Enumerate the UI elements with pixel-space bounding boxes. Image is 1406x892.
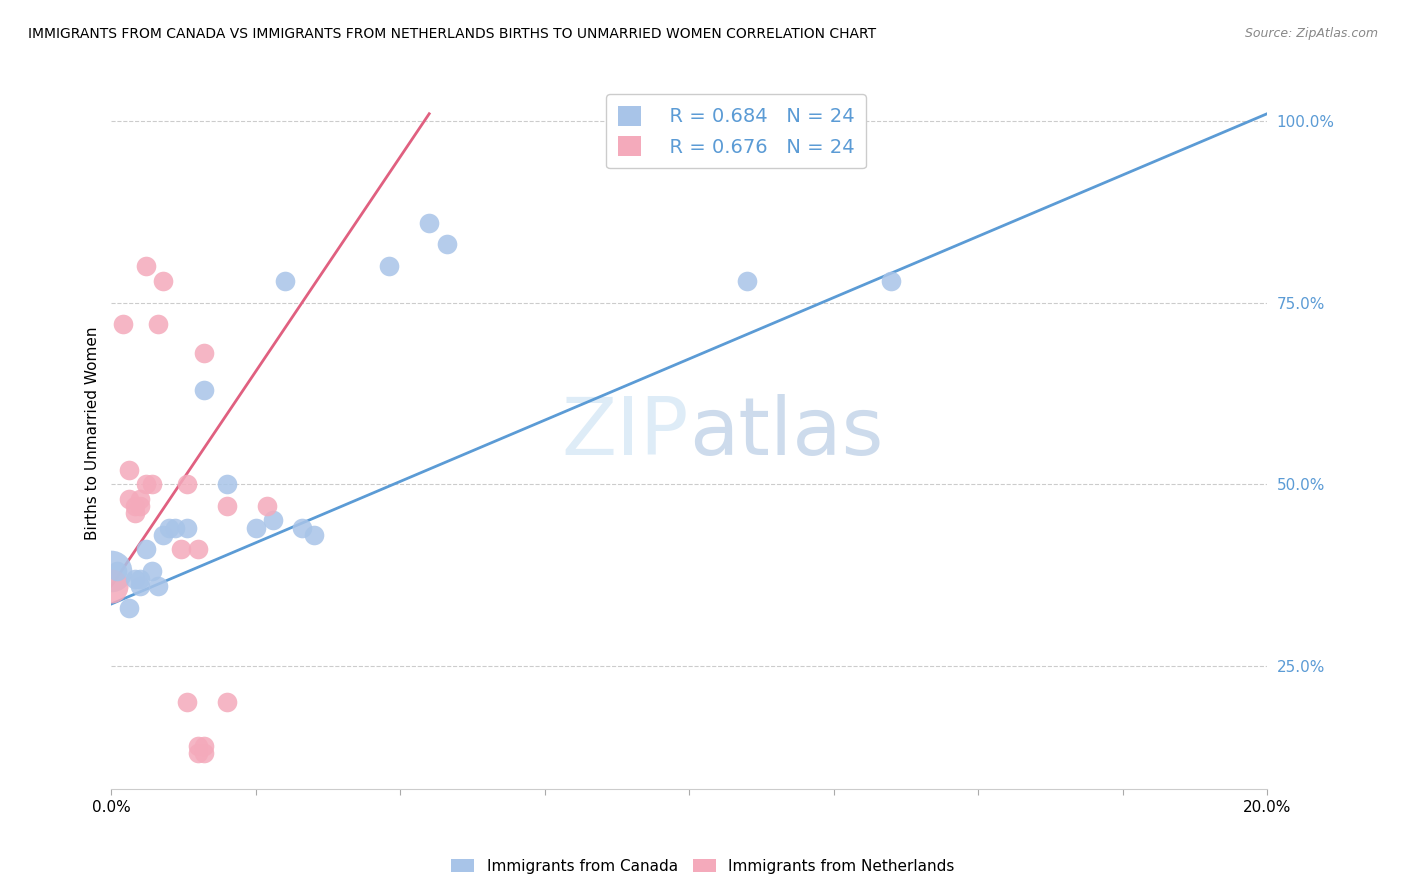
Point (141, 477, 163, 491)
Text: IMMIGRANTS FROM CANADA VS IMMIGRANTS FROM NETHERLANDS BIRTHS TO UNMARRIED WOMEN : IMMIGRANTS FROM CANADA VS IMMIGRANTS FRO… (28, 27, 876, 41)
Point (176, 521, 198, 535)
Point (245, 521, 267, 535)
Legend: Immigrants from Canada, Immigrants from Netherlands: Immigrants from Canada, Immigrants from … (446, 853, 960, 880)
Point (880, 274, 903, 288)
Point (157, 521, 180, 535)
Point (187, 739, 209, 753)
Point (152, 528, 174, 542)
Point (135, 542, 157, 557)
Text: atlas: atlas (689, 394, 883, 472)
Point (176, 695, 198, 709)
Point (124, 499, 146, 513)
Point (215, 695, 238, 709)
Point (187, 746, 209, 760)
Point (170, 542, 193, 557)
Point (193, 346, 215, 360)
Point (105, 564, 128, 578)
Point (135, 259, 157, 273)
Point (302, 528, 325, 542)
Point (193, 739, 215, 753)
Point (152, 274, 174, 288)
Point (418, 216, 440, 230)
Point (124, 572, 146, 586)
Text: ZIP: ZIP (562, 394, 689, 472)
Point (129, 579, 152, 593)
Point (129, 499, 152, 513)
Point (124, 506, 146, 520)
Point (193, 383, 215, 397)
Point (436, 237, 458, 252)
Point (187, 542, 209, 557)
Point (129, 491, 152, 506)
Y-axis label: Births to Unmarried Women: Births to Unmarried Women (86, 326, 100, 540)
Point (129, 572, 152, 586)
Legend:   R = 0.684   N = 24,   R = 0.676   N = 24: R = 0.684 N = 24, R = 0.676 N = 24 (606, 95, 866, 169)
Point (100, 579, 122, 593)
Point (118, 462, 141, 476)
Point (193, 746, 215, 760)
Point (146, 318, 169, 332)
Point (291, 521, 314, 535)
Point (256, 499, 278, 513)
Point (215, 477, 238, 491)
Point (215, 499, 238, 513)
Point (735, 274, 758, 288)
Point (146, 579, 169, 593)
Point (118, 600, 141, 615)
Point (141, 564, 163, 578)
Point (163, 521, 186, 535)
Text: Source: ZipAtlas.com: Source: ZipAtlas.com (1244, 27, 1378, 40)
Point (135, 477, 157, 491)
Point (274, 274, 297, 288)
Point (111, 318, 134, 332)
Point (100, 564, 122, 578)
Point (378, 259, 401, 273)
Point (176, 477, 198, 491)
Point (118, 491, 141, 506)
Point (262, 513, 284, 527)
